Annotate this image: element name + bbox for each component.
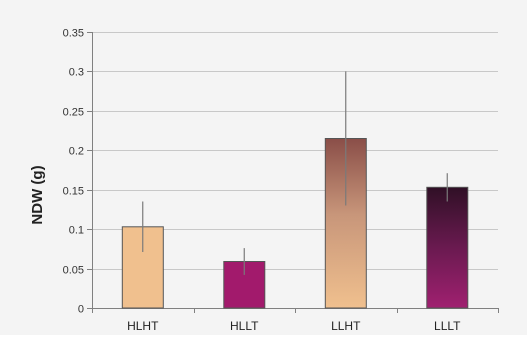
y-tick-label: 0.2 [69,146,84,158]
error-bars [142,71,448,275]
axes [87,32,499,313]
x-tick-label: HLLT [230,319,259,333]
y-tick-label: 0.1 [69,225,84,237]
x-tick-label: LLLT [434,319,461,333]
y-tick-label: 0.3 [69,67,84,79]
y-tick-label: 0.25 [63,107,84,119]
y-axis-label: NDW (g) [29,165,46,224]
y-tick-label: 0.15 [63,186,84,198]
bars [121,138,469,309]
y-tick-label: 0 [78,304,84,316]
y-tick-label: 0.35 [63,28,84,40]
x-tick-label: HLHT [127,319,159,333]
y-tick-label: 0.05 [63,265,84,277]
bar-lllt [426,186,469,309]
tick-labels: 0 0.05 0.1 0.15 0.2 0.25 0.3 0.35 HLHT HLLT LLHT LL… [63,28,462,334]
x-tick-label: LLHT [331,319,361,333]
